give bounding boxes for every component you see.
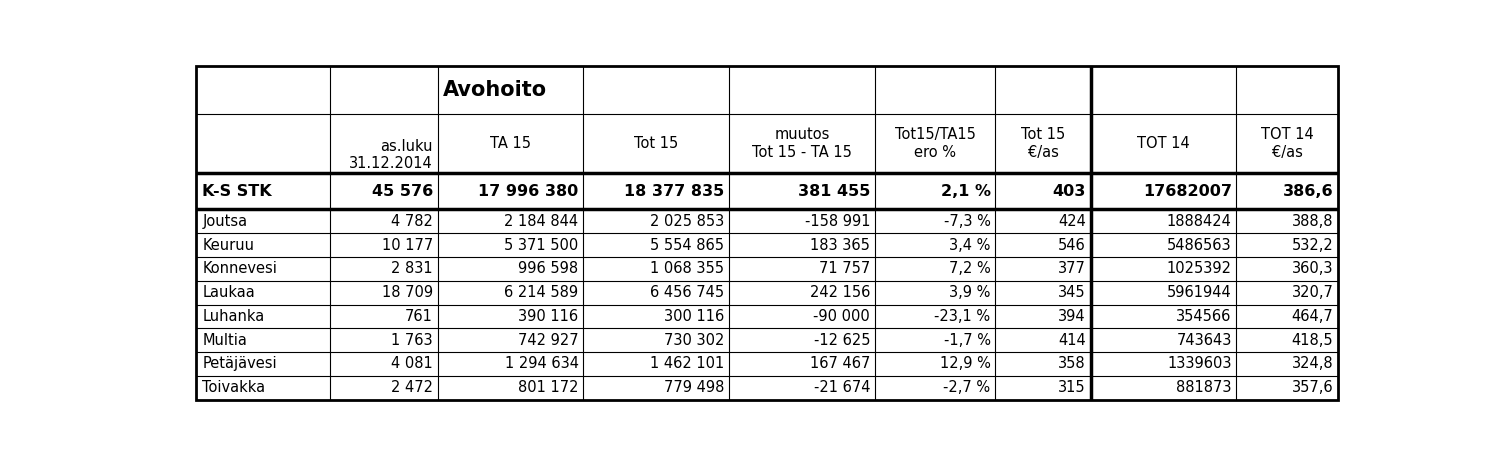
Text: 320,7: 320,7: [1292, 285, 1334, 300]
Text: 1 068 355: 1 068 355: [650, 261, 725, 277]
Text: 5961944: 5961944: [1168, 285, 1232, 300]
Text: 801 172: 801 172: [518, 380, 579, 395]
Text: 403: 403: [1052, 183, 1085, 199]
Text: 377: 377: [1058, 261, 1085, 277]
Text: 17 996 380: 17 996 380: [479, 183, 579, 199]
Text: Tot 15: Tot 15: [635, 136, 678, 151]
Text: K-S STK: K-S STK: [202, 183, 272, 199]
Text: 5486563: 5486563: [1168, 237, 1232, 253]
Text: Keuruu: Keuruu: [202, 237, 254, 253]
Text: Konnevesi: Konnevesi: [202, 261, 277, 277]
Text: 6 214 589: 6 214 589: [504, 285, 579, 300]
Text: 242 156: 242 156: [810, 285, 870, 300]
Text: -2,7 %: -2,7 %: [943, 380, 991, 395]
Text: Joutsa: Joutsa: [202, 214, 247, 229]
Text: 1 462 101: 1 462 101: [650, 356, 725, 372]
Text: 2 472: 2 472: [391, 380, 433, 395]
Text: 2 831: 2 831: [391, 261, 433, 277]
Text: 357,6: 357,6: [1292, 380, 1334, 395]
Text: 390 116: 390 116: [518, 309, 579, 324]
Text: 17682007: 17682007: [1142, 183, 1232, 199]
Text: -90 000: -90 000: [813, 309, 870, 324]
Text: 45 576: 45 576: [371, 183, 433, 199]
Text: 546: 546: [1058, 237, 1085, 253]
Text: 167 467: 167 467: [810, 356, 870, 372]
Text: 5 554 865: 5 554 865: [650, 237, 725, 253]
Text: TOT 14: TOT 14: [1138, 136, 1190, 151]
Text: 532,2: 532,2: [1292, 237, 1334, 253]
Text: 414: 414: [1058, 333, 1085, 348]
Text: 742 927: 742 927: [518, 333, 579, 348]
Text: 18 709: 18 709: [382, 285, 433, 300]
Text: 12,9 %: 12,9 %: [940, 356, 991, 372]
Text: 354566: 354566: [1177, 309, 1232, 324]
Text: Tot15/TA15
ero %: Tot15/TA15 ero %: [895, 127, 976, 160]
Text: Avohoito: Avohoito: [443, 80, 548, 100]
Text: Toivakka: Toivakka: [202, 380, 265, 395]
Text: 7,2 %: 7,2 %: [949, 261, 991, 277]
Text: -23,1 %: -23,1 %: [934, 309, 991, 324]
Text: 2,1 %: 2,1 %: [940, 183, 991, 199]
Text: 345: 345: [1058, 285, 1085, 300]
Text: Laukaa: Laukaa: [202, 285, 254, 300]
Text: Multia: Multia: [202, 333, 247, 348]
Text: 1 763: 1 763: [391, 333, 433, 348]
Text: 3,9 %: 3,9 %: [949, 285, 991, 300]
Text: Petäjävesi: Petäjävesi: [202, 356, 277, 372]
Text: 388,8: 388,8: [1292, 214, 1334, 229]
Text: 2 184 844: 2 184 844: [504, 214, 579, 229]
Text: 4 782: 4 782: [391, 214, 433, 229]
Text: -7,3 %: -7,3 %: [943, 214, 991, 229]
Text: 1025392: 1025392: [1166, 261, 1232, 277]
Text: Tot 15
€/as: Tot 15 €/as: [1021, 127, 1064, 160]
Text: 71 757: 71 757: [819, 261, 870, 277]
Text: as.luku
31.12.2014: as.luku 31.12.2014: [349, 139, 433, 171]
Text: 779 498: 779 498: [665, 380, 725, 395]
Text: 1339603: 1339603: [1168, 356, 1232, 372]
Text: 743643: 743643: [1177, 333, 1232, 348]
Text: 358: 358: [1058, 356, 1085, 372]
Text: muutos
Tot 15 - TA 15: muutos Tot 15 - TA 15: [751, 127, 852, 160]
Text: 183 365: 183 365: [810, 237, 870, 253]
Text: 3,4 %: 3,4 %: [949, 237, 991, 253]
Text: TOT 14
€/as: TOT 14 €/as: [1260, 127, 1313, 160]
Text: -21 674: -21 674: [813, 380, 870, 395]
Text: 6 456 745: 6 456 745: [650, 285, 725, 300]
Text: 4 081: 4 081: [391, 356, 433, 372]
Text: 324,8: 324,8: [1292, 356, 1334, 372]
Text: -12 625: -12 625: [813, 333, 870, 348]
Text: -158 991: -158 991: [804, 214, 870, 229]
Text: 394: 394: [1058, 309, 1085, 324]
Text: 881873: 881873: [1177, 380, 1232, 395]
Text: 381 455: 381 455: [798, 183, 870, 199]
Text: 2 025 853: 2 025 853: [650, 214, 725, 229]
Text: 386,6: 386,6: [1283, 183, 1334, 199]
Text: 996 598: 996 598: [518, 261, 579, 277]
Text: 424: 424: [1058, 214, 1085, 229]
Text: 5 371 500: 5 371 500: [504, 237, 579, 253]
Text: Luhanka: Luhanka: [202, 309, 265, 324]
Text: 315: 315: [1058, 380, 1085, 395]
Text: 360,3: 360,3: [1292, 261, 1334, 277]
Text: 1 294 634: 1 294 634: [504, 356, 579, 372]
Text: 761: 761: [406, 309, 433, 324]
Text: 730 302: 730 302: [665, 333, 725, 348]
Text: TA 15: TA 15: [490, 136, 531, 151]
Text: -1,7 %: -1,7 %: [943, 333, 991, 348]
Text: 464,7: 464,7: [1292, 309, 1334, 324]
Text: 10 177: 10 177: [382, 237, 433, 253]
Text: 300 116: 300 116: [665, 309, 725, 324]
Text: 1888424: 1888424: [1166, 214, 1232, 229]
Text: 418,5: 418,5: [1292, 333, 1334, 348]
Text: 18 377 835: 18 377 835: [624, 183, 725, 199]
